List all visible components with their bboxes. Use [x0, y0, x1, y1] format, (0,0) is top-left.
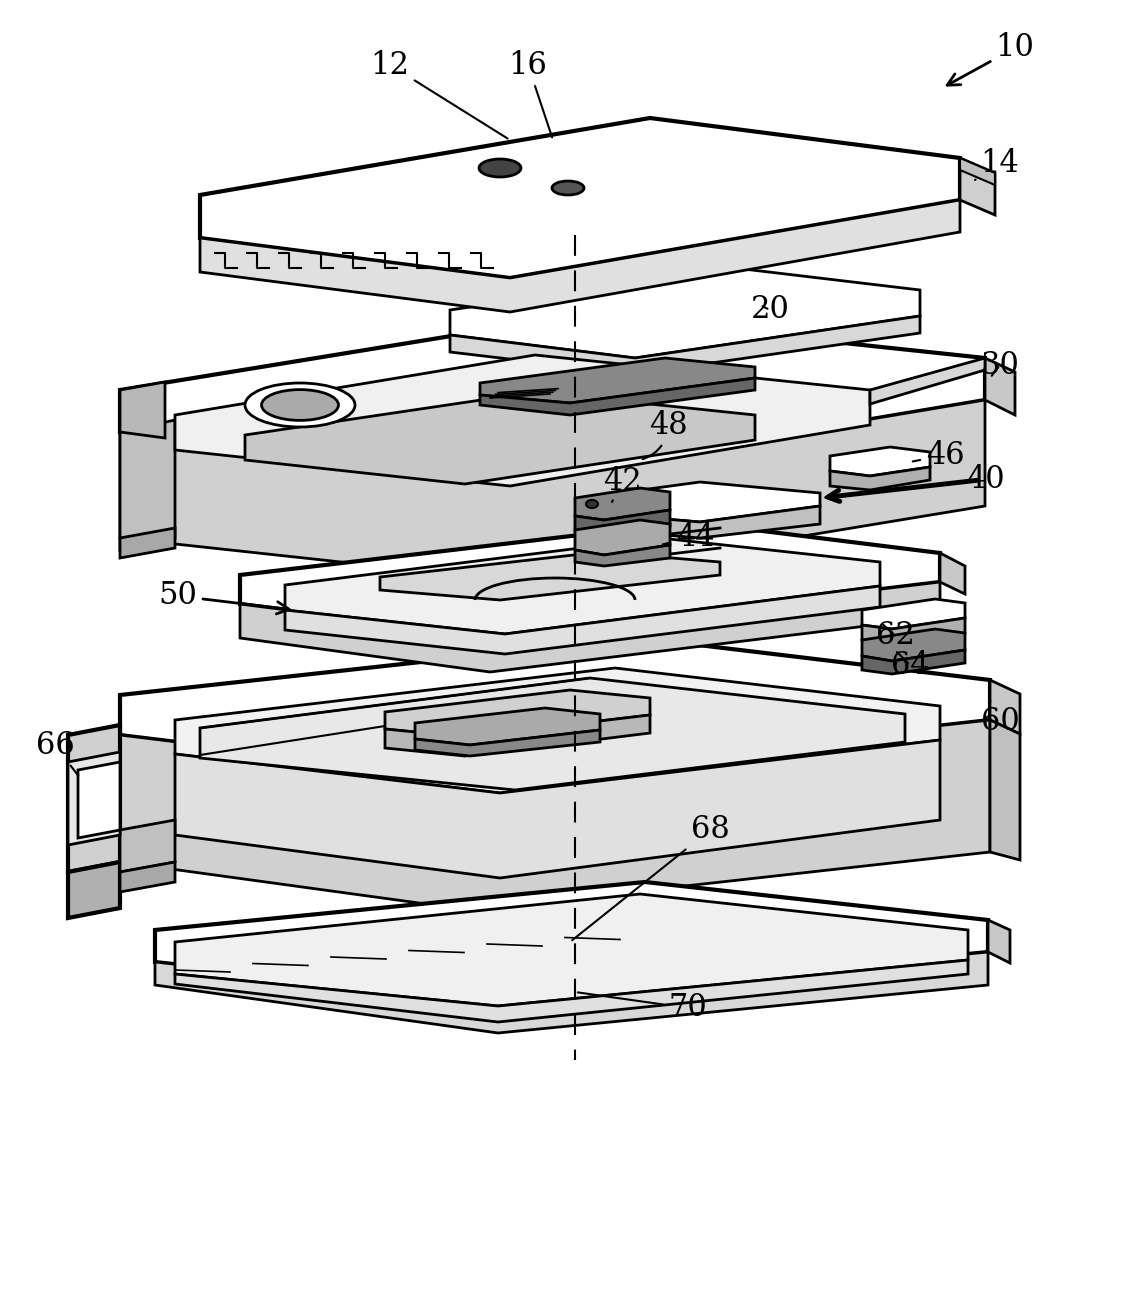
Polygon shape: [155, 882, 988, 1000]
Polygon shape: [862, 650, 965, 674]
Text: 48: 48: [642, 409, 687, 459]
Polygon shape: [120, 863, 175, 891]
Ellipse shape: [245, 383, 355, 427]
Text: 14: 14: [976, 148, 1019, 180]
Polygon shape: [120, 720, 990, 910]
Polygon shape: [78, 762, 120, 838]
Text: 20: 20: [751, 294, 789, 325]
Polygon shape: [120, 528, 175, 558]
Polygon shape: [450, 316, 919, 374]
Text: 50: 50: [158, 580, 290, 614]
Polygon shape: [575, 488, 670, 520]
Polygon shape: [575, 520, 670, 555]
Polygon shape: [870, 358, 985, 404]
Polygon shape: [200, 118, 960, 278]
Polygon shape: [120, 420, 175, 550]
Polygon shape: [175, 740, 940, 878]
Polygon shape: [68, 725, 120, 872]
Polygon shape: [120, 638, 990, 778]
Text: 62: 62: [876, 620, 915, 651]
Polygon shape: [575, 545, 670, 566]
Polygon shape: [200, 200, 960, 312]
Polygon shape: [940, 553, 965, 593]
Text: 64: 64: [891, 650, 930, 681]
Polygon shape: [985, 358, 1014, 416]
Polygon shape: [380, 552, 720, 600]
Ellipse shape: [479, 159, 521, 176]
Text: 42: 42: [602, 467, 641, 502]
Polygon shape: [120, 382, 165, 438]
Polygon shape: [240, 521, 940, 637]
Polygon shape: [582, 506, 820, 538]
Text: 12: 12: [371, 50, 507, 139]
Polygon shape: [960, 158, 995, 214]
Text: 10: 10: [947, 33, 1034, 85]
Polygon shape: [175, 668, 940, 793]
Polygon shape: [862, 629, 965, 661]
Polygon shape: [582, 482, 820, 521]
Polygon shape: [450, 268, 919, 358]
Polygon shape: [414, 708, 600, 745]
Text: 46: 46: [913, 439, 964, 471]
Polygon shape: [68, 752, 120, 846]
Text: 68: 68: [572, 814, 729, 940]
Text: 66: 66: [35, 729, 78, 776]
Text: 60: 60: [980, 701, 1019, 737]
Text: 30: 30: [980, 349, 1019, 380]
Polygon shape: [385, 715, 650, 755]
Polygon shape: [120, 819, 175, 872]
Polygon shape: [120, 315, 985, 477]
Text: 40: 40: [826, 464, 1004, 502]
Polygon shape: [480, 358, 755, 403]
Polygon shape: [285, 586, 881, 654]
Text: 44: 44: [663, 521, 714, 553]
Text: 16: 16: [508, 50, 552, 137]
Polygon shape: [385, 690, 650, 737]
Polygon shape: [175, 356, 870, 486]
Polygon shape: [155, 951, 988, 1033]
Ellipse shape: [261, 389, 339, 421]
Polygon shape: [175, 961, 968, 1022]
Polygon shape: [990, 680, 1020, 735]
Polygon shape: [862, 599, 965, 629]
Polygon shape: [240, 582, 940, 672]
Polygon shape: [830, 447, 930, 476]
Polygon shape: [830, 467, 930, 490]
Polygon shape: [990, 720, 1020, 860]
Text: 70: 70: [578, 992, 708, 1023]
Polygon shape: [175, 894, 968, 1006]
Polygon shape: [414, 731, 600, 755]
Polygon shape: [862, 618, 965, 644]
Polygon shape: [68, 863, 120, 918]
Ellipse shape: [552, 180, 584, 195]
Polygon shape: [120, 400, 985, 582]
Polygon shape: [200, 678, 905, 789]
Ellipse shape: [586, 501, 598, 508]
Polygon shape: [245, 392, 755, 484]
Polygon shape: [480, 378, 755, 416]
Polygon shape: [960, 158, 995, 186]
Polygon shape: [575, 510, 670, 535]
Polygon shape: [988, 920, 1010, 963]
Polygon shape: [285, 538, 881, 634]
